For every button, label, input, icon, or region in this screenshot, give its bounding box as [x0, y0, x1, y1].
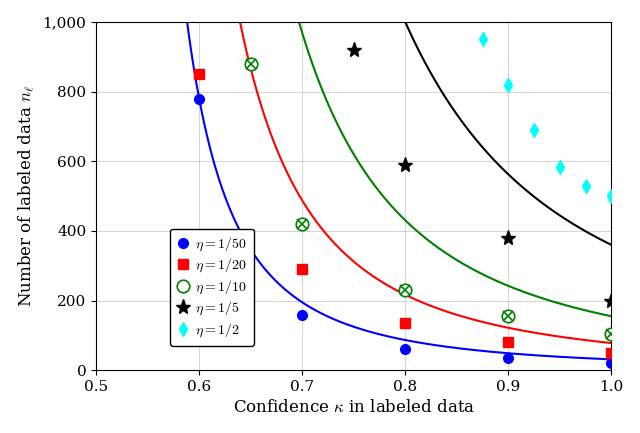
- Legend: $\eta = 1/50$, $\eta = 1/20$, $\eta = 1/10$, $\eta = 1/5$, $\eta = 1/2$: $\eta = 1/50$, $\eta = 1/20$, $\eta = 1/…: [170, 229, 253, 346]
- Y-axis label: Number of labeled data $n_\ell$: Number of labeled data $n_\ell$: [17, 85, 37, 307]
- X-axis label: Confidence $\kappa$ in labeled data: Confidence $\kappa$ in labeled data: [232, 400, 475, 417]
